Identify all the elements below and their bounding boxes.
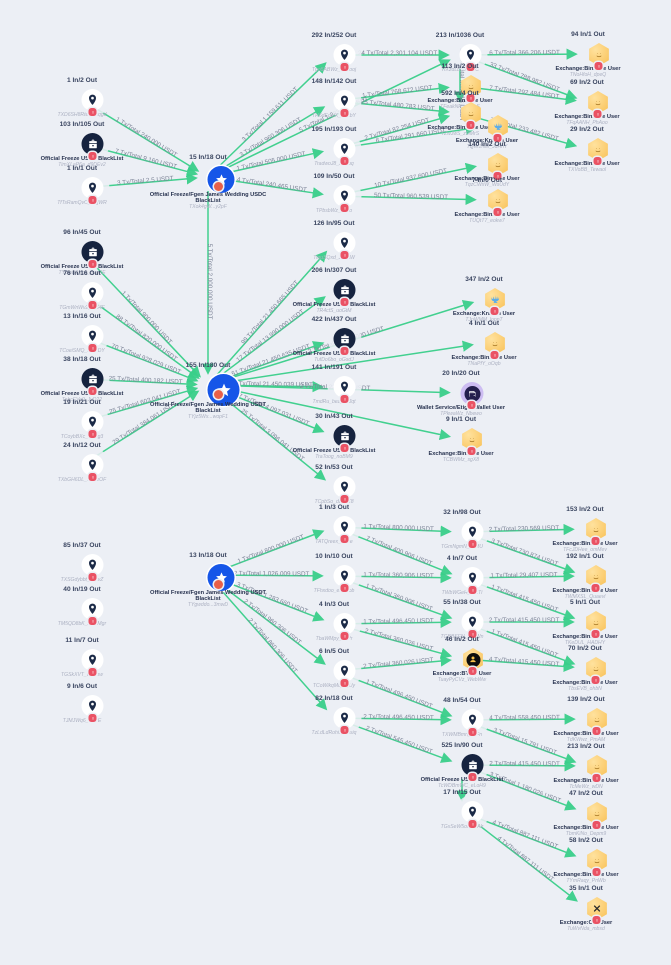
- svg-text:2 Tx/Total 545,450 USDT: 2 Tx/Total 545,450 USDT: [365, 725, 434, 756]
- svg-text:1 Tx/Total 360,906 USDT: 1 Tx/Total 360,906 USDT: [365, 583, 434, 614]
- svg-text:4 Tx/Total 415,450 USDT: 4 Tx/Total 415,450 USDT: [489, 656, 560, 668]
- svg-text:2 Tx/Total 230,569 USDT: 2 Tx/Total 230,569 USDT: [489, 525, 560, 534]
- svg-text:4 Tx/Total 558,450 USDT: 4 Tx/Total 558,450 USDT: [489, 714, 560, 722]
- svg-text:2 Tx/Total 360,026 USDT: 2 Tx/Total 360,026 USDT: [364, 627, 434, 652]
- svg-text:1 Tx/Total 496,450 USDT: 1 Tx/Total 496,450 USDT: [363, 617, 434, 625]
- svg-text:24 Tx/Total 2,301,104 USDT: 24 Tx/Total 2,301,104 USDT: [358, 50, 437, 57]
- svg-text:1 Tx/Total 415,450 USDT: 1 Tx/Total 415,450 USDT: [490, 584, 559, 614]
- svg-text:1 Tx/Total 768,672 USDT: 1 Tx/Total 768,672 USDT: [362, 84, 433, 99]
- svg-text:4 Tx/Total 887,111 USDT: 4 Tx/Total 887,111 USDT: [491, 819, 559, 851]
- svg-text:3 Tx/Total 1,180,026 USDT: 3 Tx/Total 1,180,026 USDT: [488, 771, 561, 805]
- svg-text:1 Tx/Total 496,450 USDT: 1 Tx/Total 496,450 USDT: [365, 678, 434, 710]
- svg-text:7 Tx/Total 233,482 USDT: 7 Tx/Total 233,482 USDT: [489, 117, 559, 143]
- svg-text:2 Tx/Total 415,450 USDT: 2 Tx/Total 415,450 USDT: [489, 760, 560, 768]
- svg-text:7 Tx/Total 400,906 USDT: 7 Tx/Total 400,906 USDT: [365, 535, 433, 568]
- svg-text:1 Tx/Total 415,450 USDT: 1 Tx/Total 415,450 USDT: [490, 628, 559, 659]
- svg-text:2 Tx/Total 1,026,009 USDT: 2 Tx/Total 1,026,009 USDT: [234, 570, 310, 578]
- svg-text:25 Tx/Total 400,182 USDT: 25 Tx/Total 400,182 USDT: [108, 375, 182, 386]
- svg-text:25 Tx/Total 480,783 USDT: 25 Tx/Total 480,783 USDT: [360, 99, 435, 113]
- svg-text:2 Tx/Total 228,000 USDT: 2 Tx/Total 228,000 USDT: [300, 383, 371, 392]
- svg-text:1 Tx/Total 29,407 USDT: 1 Tx/Total 29,407 USDT: [490, 571, 557, 579]
- svg-text:2 Tx/Total 415,450 USDT: 2 Tx/Total 415,450 USDT: [489, 617, 560, 624]
- svg-text:50 Tx/Total 960,539 USDT: 50 Tx/Total 960,539 USDT: [374, 192, 448, 201]
- svg-text:10 Tx/Total 937,600 USDT: 10 Tx/Total 937,600 USDT: [374, 167, 448, 189]
- svg-text:2 Tx/Total 12,096,000 USDT: 2 Tx/Total 12,096,000 USDT: [307, 325, 385, 355]
- svg-text:3 Tx/Total 15,791 USDT: 3 Tx/Total 15,791 USDT: [492, 727, 557, 757]
- svg-text:3 Tx/Total 730,874 USDT: 3 Tx/Total 730,874 USDT: [490, 538, 559, 568]
- svg-text:5 Tx/Total 2,000,000 USDT: 5 Tx/Total 2,000,000 USDT: [206, 244, 213, 320]
- svg-text:13 Tx/Total 366,013 USDT: 13 Tx/Total 366,013 USDT: [458, 47, 465, 121]
- svg-text:2 Tx/Total 496,450 USDT: 2 Tx/Total 496,450 USDT: [363, 713, 434, 721]
- svg-text:1 Tx/Total 360,906 USDT: 1 Tx/Total 360,906 USDT: [363, 571, 434, 579]
- svg-text:1 Tx/Total 800,000 USDT: 1 Tx/Total 800,000 USDT: [237, 534, 306, 566]
- svg-text:6 Tx/Total 366,206 USDT: 6 Tx/Total 366,206 USDT: [489, 49, 560, 57]
- svg-text:2 Tx/Total 360,026 USDT: 2 Tx/Total 360,026 USDT: [363, 657, 434, 671]
- svg-text:3 Tx/Total 2.5 USDT: 3 Tx/Total 2.5 USDT: [117, 175, 174, 187]
- svg-text:1 Tx/Total 800,000 USDT: 1 Tx/Total 800,000 USDT: [363, 523, 434, 533]
- svg-text:5 Tx/Total 1,283,660 USDT: 5 Tx/Total 1,283,660 USDT: [298, 95, 369, 134]
- svg-text:4 Tx/Total 240,465 USDT: 4 Tx/Total 240,465 USDT: [236, 176, 307, 193]
